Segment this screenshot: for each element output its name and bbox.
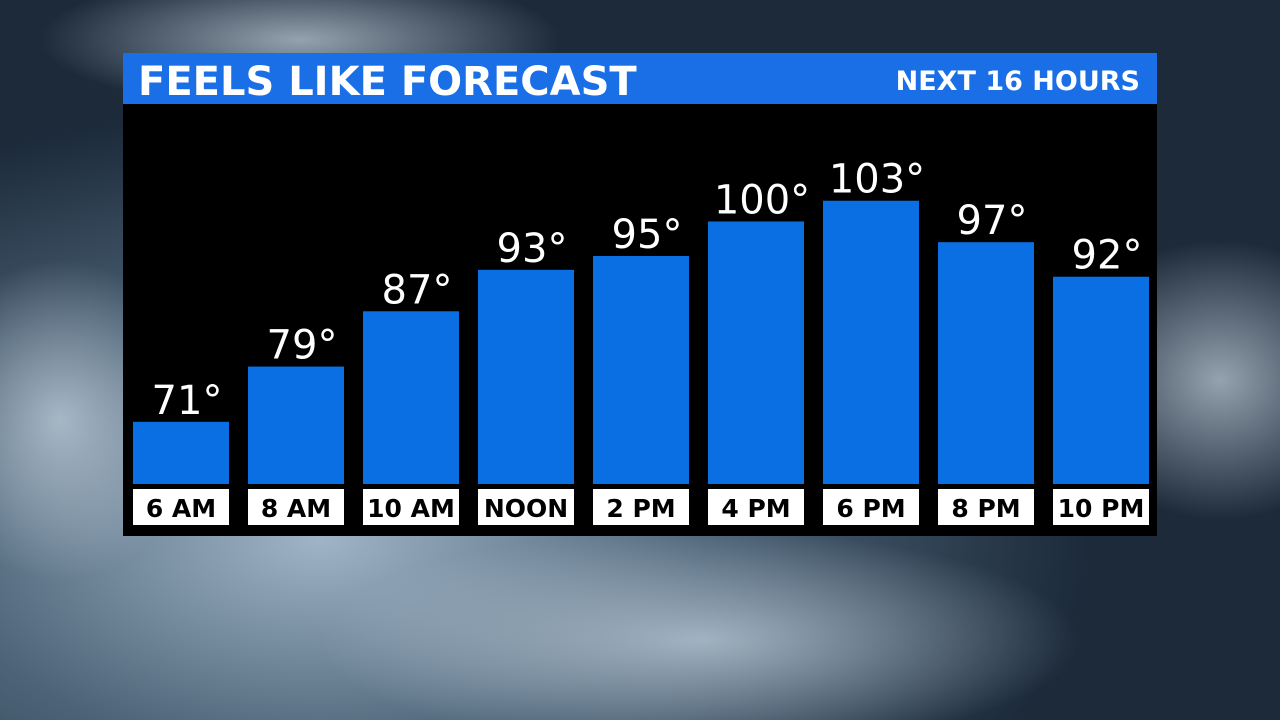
x-tick-label: 8 PM [951,494,1020,523]
header-bar [123,53,1157,104]
category-box [363,489,459,525]
bar [593,256,689,484]
x-tick-label: 6 PM [836,494,905,523]
x-tick-label: 6 AM [146,494,216,523]
value-label: 93° [497,226,568,272]
bar [708,221,804,485]
category-box [593,489,689,525]
value-label: 87° [382,267,453,313]
category-box [478,489,574,525]
x-tick-label: 2 PM [606,494,675,523]
value-label: 97° [957,198,1028,244]
x-tick-label: 10 AM [367,494,455,523]
category-box [1053,489,1149,525]
cloud [320,530,1080,724]
bar [363,311,459,484]
bar [823,200,919,484]
bar [1053,276,1149,484]
x-tick-label: 4 PM [721,494,790,523]
value-label: 95° [612,212,683,258]
x-tick-label: NOON [484,494,568,523]
category-box [938,489,1034,525]
value-label: 92° [1072,233,1143,279]
bar [133,421,229,484]
x-tick-label: 8 AM [261,494,331,523]
value-label: 71° [152,378,223,424]
value-label: 100° [714,177,810,223]
bar [938,242,1034,484]
value-label: 79° [267,323,338,369]
category-box [248,489,344,525]
x-tick-label: 10 PM [1058,494,1145,523]
chart-title: FEELS LIKE FORECAST [138,59,637,105]
value-label: 103° [829,157,925,203]
bar [478,269,574,484]
category-box [823,489,919,525]
chart-subtitle: NEXT 16 HOURS [896,66,1140,97]
bar [248,366,344,484]
category-box [133,489,229,525]
category-box [708,489,804,525]
